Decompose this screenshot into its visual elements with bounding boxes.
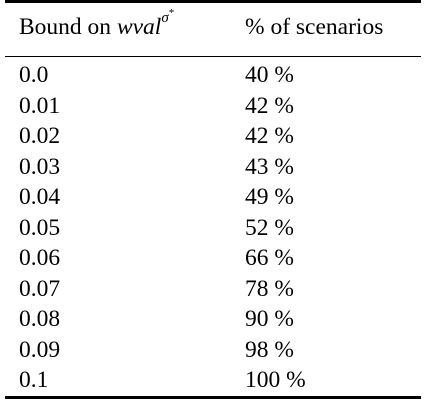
table-row: 0.02 42 % [0, 121, 426, 152]
cell-percent: 100 % [245, 367, 306, 393]
header-bound-sigma: σ [161, 10, 169, 27]
cell-percent: 90 % [245, 306, 294, 332]
table-row: 0.1 100 % [0, 365, 426, 396]
table-row: 0.04 49 % [0, 182, 426, 213]
table-row: 0.06 66 % [0, 243, 426, 274]
table-row: 0.07 78 % [0, 274, 426, 305]
cell-bound: 0.0 [19, 62, 49, 88]
cell-percent: 52 % [245, 214, 294, 241]
table-row: 0.03 43 % [0, 152, 426, 183]
cell-bound: 0.07 [19, 275, 61, 302]
header-bound-prefix: Bound on [19, 14, 117, 40]
table-body: 0.0 40 % 0.01 42 % 0.02 42 % 0.03 43 % 0.04 49 % 0… [0, 60, 426, 396]
table-row: 0.01 42 % [0, 91, 426, 122]
table-header: Bound on wvalσ* % of scenarios [0, 8, 426, 50]
cell-bound: 0.1 [19, 367, 49, 393]
cell-bound: 0.06 [19, 245, 61, 271]
header-rule [5, 56, 421, 57]
cell-bound: 0.09 [19, 336, 61, 363]
cell-percent: 42 % [245, 92, 294, 119]
cell-bound: 0.08 [19, 306, 61, 332]
top-rule [5, 0, 421, 3]
header-bound-var: wval [116, 14, 162, 40]
header-bound-superscript: σ* [161, 7, 175, 27]
cell-percent: 98 % [245, 336, 294, 363]
cell-percent: 43 % [245, 153, 294, 180]
cell-percent: 66 % [245, 245, 294, 271]
table-row: 0.09 98 % [0, 335, 426, 366]
cell-bound: 0.05 [19, 214, 61, 241]
table-row: 0.05 52 % [0, 213, 426, 244]
header-bound: Bound on wvalσ* [19, 8, 174, 41]
cell-percent: 78 % [245, 275, 294, 302]
header-percent: % of scenarios [245, 14, 384, 40]
cell-bound: 0.02 [19, 123, 61, 149]
bottom-rule [5, 396, 421, 399]
header-bound-star: * [168, 7, 175, 20]
cell-percent: 49 % [245, 184, 294, 210]
cell-percent: 40 % [245, 62, 294, 88]
cell-percent: 42 % [245, 123, 294, 149]
table-row: 0.0 40 % [0, 60, 426, 91]
table-row: 0.08 90 % [0, 304, 426, 335]
cell-bound: 0.03 [19, 153, 61, 180]
cell-bound: 0.04 [19, 184, 61, 210]
cell-bound: 0.01 [19, 92, 61, 119]
